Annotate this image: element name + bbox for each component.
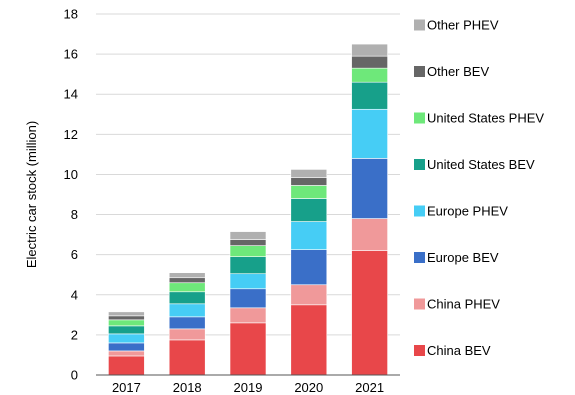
bar-segment — [168, 291, 206, 305]
y-tick-label: 14 — [64, 87, 78, 102]
y-tick-label: 6 — [71, 247, 78, 262]
x-tick-label: 2021 — [355, 380, 384, 395]
bar-segment — [168, 277, 206, 284]
bar-segment — [351, 67, 388, 83]
bar-segment — [229, 288, 267, 309]
legend-swatch — [414, 112, 425, 124]
bar-segment — [108, 325, 145, 335]
bar-segment — [229, 273, 267, 290]
legend-label: Europe PHEV — [427, 204, 508, 219]
y-tick-label: 8 — [71, 207, 78, 222]
bar-segment — [229, 322, 267, 376]
x-tick-label: 2018 — [173, 380, 202, 395]
bar-stack-2020 — [290, 169, 328, 376]
x-tick-labels: 2017 2018 2019 2020 2021 — [112, 380, 384, 395]
bar-segment — [168, 339, 206, 376]
legend-swatch — [414, 205, 425, 217]
bar-segment — [108, 342, 145, 352]
bar-segment — [168, 328, 206, 341]
legend-swatch — [414, 159, 425, 170]
bar-segment — [168, 303, 206, 318]
legend-item: China BEV — [414, 343, 491, 358]
bar-segment — [229, 256, 267, 275]
bar-segment — [351, 81, 388, 110]
bar-segment — [290, 249, 328, 286]
legend-item: Other PHEV — [414, 18, 499, 33]
bar-segment — [229, 231, 267, 240]
legend-label: Other BEV — [427, 64, 489, 79]
bar-segment — [168, 316, 206, 330]
bar-segment — [351, 158, 388, 219]
bar-segment — [290, 284, 328, 306]
gridlines — [96, 13, 400, 336]
bar-segment — [229, 307, 267, 324]
y-axis-label: Electric car stock (million) — [24, 121, 39, 268]
bar-segment — [351, 250, 388, 376]
bar-segment — [290, 198, 328, 222]
y-tick-label: 12 — [64, 127, 78, 142]
bar-segment — [351, 108, 388, 159]
y-tick-label: 18 — [64, 7, 78, 22]
legend-label: United States PHEV — [427, 111, 544, 126]
bar-stacks — [108, 43, 388, 376]
legend-label: Other PHEV — [427, 18, 499, 33]
bar-segment — [351, 43, 388, 57]
x-tick-label: 2020 — [294, 380, 323, 395]
legend-swatch — [414, 252, 425, 263]
bar-segment — [229, 239, 267, 246]
bar-segment — [229, 245, 267, 257]
legend-label: China BEV — [427, 343, 491, 358]
bar-segment — [290, 185, 328, 199]
legend-swatch — [414, 345, 425, 356]
legend-label: Europe BEV — [427, 250, 499, 265]
bar-segment — [168, 282, 206, 293]
bar-stack-2018 — [168, 272, 206, 376]
legend: Other PHEV Other BEV United States PHEV Uni… — [414, 18, 544, 358]
bar-segment — [108, 355, 145, 376]
bar-stack-2017 — [108, 311, 145, 376]
legend-label: China PHEV — [427, 297, 500, 312]
y-tick-label: 4 — [71, 287, 78, 302]
legend-item: Europe BEV — [414, 250, 499, 265]
bar-segment — [290, 169, 328, 178]
bar-segment — [108, 333, 145, 344]
legend-swatch — [414, 19, 425, 31]
x-tick-label: 2017 — [112, 380, 141, 395]
legend-swatch — [414, 298, 425, 310]
legend-item: Other BEV — [414, 64, 489, 79]
y-tick-labels: 0 2 4 6 8 10 12 14 16 18 — [64, 7, 78, 383]
bar-segment — [290, 177, 328, 186]
bar-segment — [351, 218, 388, 251]
bar-segment — [108, 350, 145, 357]
bar-segment — [108, 319, 145, 327]
y-tick-label: 10 — [64, 167, 78, 182]
bar-segment — [108, 315, 145, 321]
bar-segment — [290, 304, 328, 376]
bar-segment — [290, 221, 328, 250]
legend-item: Europe PHEV — [414, 204, 508, 219]
legend-label: United States BEV — [427, 157, 535, 172]
y-tick-label: 16 — [64, 47, 78, 62]
x-tick-label: 2019 — [234, 380, 263, 395]
bar-stack-2021 — [351, 43, 388, 376]
y-tick-label: 2 — [71, 327, 78, 342]
bar-segment — [168, 272, 206, 279]
legend-item: China PHEV — [414, 297, 500, 312]
bar-stack-2019 — [229, 231, 267, 376]
y-tick-label: 0 — [71, 368, 78, 383]
legend-item: United States BEV — [414, 157, 535, 172]
legend-item: United States PHEV — [414, 111, 544, 126]
bar-segment — [351, 55, 388, 69]
legend-swatch — [414, 66, 425, 77]
bar-segment — [108, 311, 145, 317]
